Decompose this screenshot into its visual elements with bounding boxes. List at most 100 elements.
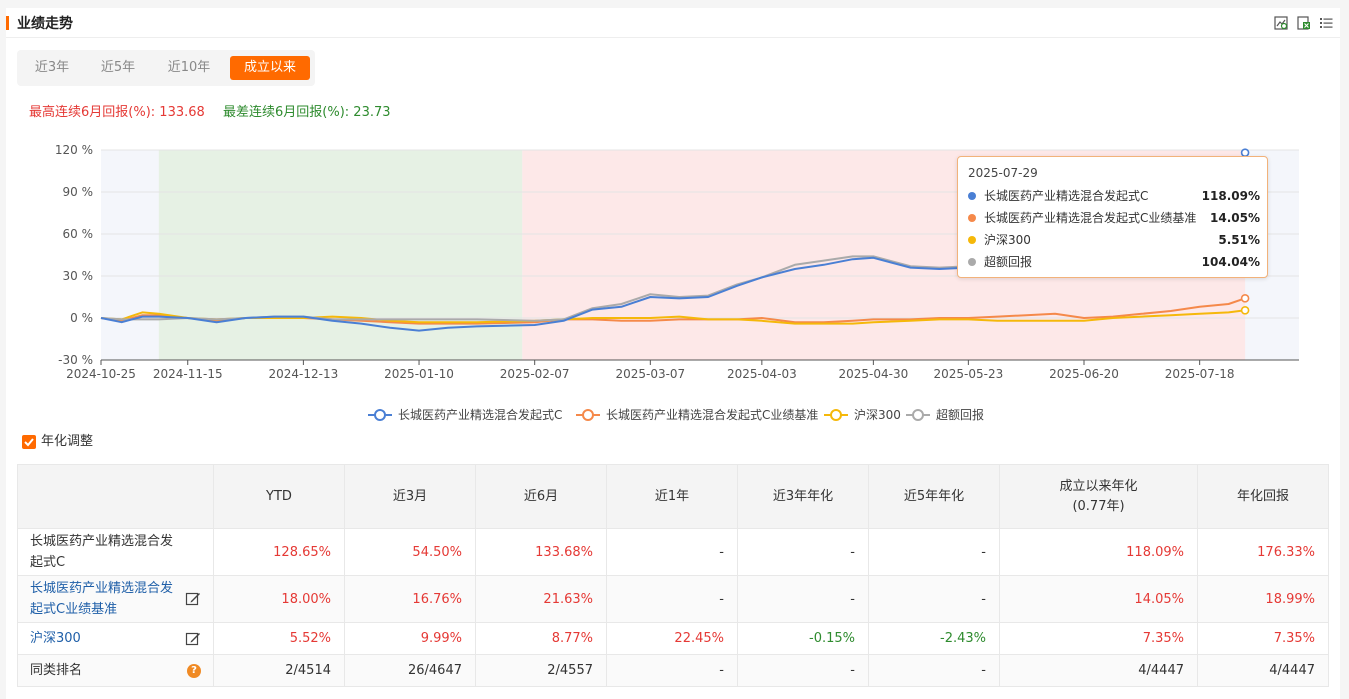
worst-6m-return: 最差连续6月回报(%): 23.73: [223, 101, 391, 120]
x-tick-label: 2025-05-23: [933, 367, 1003, 381]
header-sublabel: (0.77年): [1072, 498, 1125, 514]
header-label: 成立以来年化: [1059, 478, 1138, 494]
header-6m: 近6月: [475, 464, 607, 529]
best-6m-return: 最高连续6月回报(%): 133.68: [29, 101, 205, 120]
table-cell: -: [737, 654, 869, 687]
tab-since-inception[interactable]: 成立以来: [230, 56, 310, 80]
header-5y-annual: 近5年年化: [868, 464, 1000, 529]
tab-10-years[interactable]: 近10年: [167, 60, 211, 75]
table-cell: 133.68%: [475, 528, 607, 576]
table-cell: 21.63%: [475, 575, 607, 623]
tooltip-date: 2025-07-29: [968, 166, 1038, 180]
legend-marker: [824, 409, 848, 421]
table-cell: 18.99%: [1197, 575, 1329, 623]
zoom-chart-icon[interactable]: [1274, 16, 1288, 30]
series-end-point: [1240, 305, 1250, 315]
edit-icon[interactable]: [185, 631, 201, 647]
row-name-cell[interactable]: 沪深300: [17, 622, 214, 655]
table-cell: 2/4557: [475, 654, 607, 687]
table-cell: 4/4447: [1197, 654, 1329, 687]
tooltip-series-value: 104.04%: [1201, 255, 1260, 269]
export-excel-icon[interactable]: [1297, 16, 1311, 30]
header-3m: 近3月: [344, 464, 476, 529]
table-cell: 9.99%: [344, 622, 476, 655]
row-name: 长城医药产业精选混合发起式C: [30, 534, 174, 570]
y-tick-label: 120 %: [55, 143, 93, 157]
table-cell: 176.33%: [1197, 528, 1329, 576]
table-cell: 54.50%: [344, 528, 476, 576]
x-tick-label: 2025-06-20: [1049, 367, 1119, 381]
row-name-cell: 长城医药产业精选混合发起式C: [17, 528, 214, 576]
header-ytd: YTD: [213, 464, 345, 529]
x-tick-label: 2024-10-25: [66, 367, 136, 381]
x-tick-label: 2024-12-13: [269, 367, 339, 381]
legend-label: 沪深300: [854, 408, 901, 422]
period-tabs: 近3年 近5年 近10年 成立以来: [17, 50, 315, 86]
header-3y-annual: 近3年年化: [737, 464, 869, 529]
table-cell: -: [868, 528, 1000, 576]
table-header-row: YTD 近3月 近6月 近1年 近3年年化 近5年年化 成立以来年化 (0.77年…: [17, 464, 1329, 529]
help-icon[interactable]: ?: [187, 663, 201, 678]
row-name[interactable]: 沪深300: [30, 631, 81, 646]
table-cell: 118.09%: [999, 528, 1198, 576]
tab-3-years[interactable]: 近3年: [34, 60, 70, 75]
table-cell: 7.35%: [999, 622, 1198, 655]
tooltip-row: 沪深300 5.51%: [968, 231, 1260, 249]
worst-6m-value: 23.73: [353, 105, 391, 120]
table-cell: 128.65%: [213, 528, 345, 576]
x-tick-label: 2024-11-15: [153, 367, 223, 381]
legend-marker: [906, 409, 930, 421]
best-6m-label: 最高连续6月回报(%):: [29, 105, 156, 120]
x-tick-label: 2025-02-07: [500, 367, 570, 381]
y-tick-label: 60 %: [63, 227, 94, 241]
tooltip-series-name: 长城医药产业精选混合发起式C: [984, 189, 1149, 203]
table-cell: 8.77%: [475, 622, 607, 655]
table-cell: -0.15%: [737, 622, 869, 655]
x-tick-label: 2025-04-03: [727, 367, 797, 381]
worst-6m-label: 最差连续6月回报(%):: [223, 105, 350, 120]
row-name-cell[interactable]: 长城医药产业精选混合发起式C业绩基准: [17, 575, 214, 623]
tooltip-row: 超额回报 104.04%: [968, 253, 1260, 271]
table-cell: 2/4514: [213, 654, 345, 687]
table-row-fund: 长城医药产业精选混合发起式C 128.65% 54.50% 133.68% - - -118…: [17, 528, 1329, 576]
header-since-inception-annual: 成立以来年化 (0.77年): [999, 464, 1198, 529]
row-name-cell: 同类排名?: [17, 654, 214, 687]
list-menu-icon[interactable]: [1319, 16, 1333, 30]
table-cell: 18.00%: [213, 575, 345, 623]
tooltip-series-value: 118.09%: [1201, 189, 1260, 203]
y-tick-label: 30 %: [63, 269, 94, 283]
shaded-region: [158, 150, 523, 360]
checkbox-box[interactable]: [22, 435, 36, 449]
annualize-label: 年化调整: [41, 434, 94, 449]
table-row-csi300: 沪深300 5.52% 9.99% 8.77% 22.45% -0.15% -2.43% 7.…: [17, 622, 1329, 655]
series-dot: [968, 192, 976, 200]
tooltip-row: 长城医药产业精选混合发起式C业绩基准 14.05%: [968, 209, 1260, 227]
table-cell: -2.43%: [868, 622, 1000, 655]
row-name[interactable]: 长城医药产业精选混合发起式C业绩基准: [30, 581, 174, 617]
table-cell: 22.45%: [606, 622, 738, 655]
edit-icon[interactable]: [185, 591, 201, 607]
table-cell: -: [868, 575, 1000, 623]
tooltip-series-value: 5.51%: [1218, 233, 1260, 247]
y-tick-label: 90 %: [63, 185, 94, 199]
x-tick-label: 2025-04-30: [838, 367, 908, 381]
tooltip-series-name: 超额回报: [984, 255, 1033, 269]
legend-marker: [368, 409, 392, 421]
check-icon: [24, 438, 34, 447]
table-cell: 26/4647: [344, 654, 476, 687]
legend-label: 长城医药产业精选混合发起式C: [398, 408, 563, 422]
table-row-peer-rank: 同类排名? 2/4514 26/4647 2/4557- - -4/4447 4/4447: [17, 654, 1329, 687]
tooltip-series-name: 沪深300: [984, 233, 1031, 247]
legend-marker: [576, 409, 600, 421]
table-cell: -: [606, 654, 738, 687]
best-6m-value: 133.68: [159, 105, 205, 120]
table-cell: -: [868, 654, 1000, 687]
series-dot: [968, 214, 976, 222]
title-accent-bar: [6, 16, 9, 30]
table-cell: 16.76%: [344, 575, 476, 623]
series-end-point: [1240, 294, 1250, 303]
table-cell: -: [737, 575, 869, 623]
tab-5-years[interactable]: 近5年: [100, 60, 136, 75]
series-dot: [968, 236, 976, 244]
x-tick-label: 2025-03-07: [615, 367, 685, 381]
